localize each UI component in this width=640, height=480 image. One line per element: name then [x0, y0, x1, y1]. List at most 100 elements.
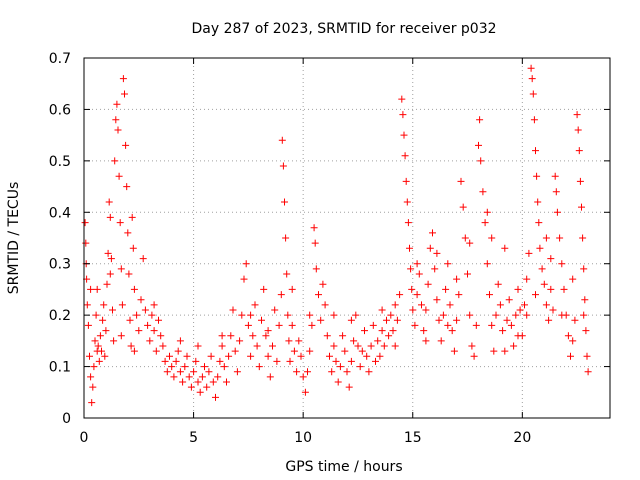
data-point — [119, 75, 127, 83]
data-point — [88, 399, 96, 407]
data-point — [538, 265, 546, 273]
data-point — [476, 116, 484, 124]
data-point — [472, 321, 480, 329]
data-point — [284, 311, 292, 319]
data-point — [93, 285, 101, 293]
data-point — [505, 296, 513, 304]
data-point — [223, 378, 230, 386]
data-point — [285, 337, 293, 345]
data-point — [516, 306, 524, 314]
data-point — [399, 111, 407, 119]
data-point — [488, 234, 496, 242]
data-point — [260, 285, 268, 293]
data-point — [150, 301, 158, 309]
data-point — [240, 275, 248, 283]
data-point — [573, 111, 581, 119]
data-point — [264, 327, 272, 335]
x-tick-label: 0 — [80, 430, 89, 446]
data-point — [203, 383, 211, 391]
data-point — [238, 311, 246, 319]
data-point — [130, 347, 138, 355]
data-point — [170, 373, 178, 381]
data-point — [192, 357, 200, 365]
data-point — [194, 378, 202, 386]
data-point — [207, 352, 215, 360]
data-point — [534, 198, 542, 206]
data-point — [282, 234, 290, 242]
data-point — [105, 198, 113, 206]
data-point — [118, 301, 126, 309]
data-point — [244, 321, 252, 329]
data-point — [411, 321, 419, 329]
data-point — [494, 280, 502, 288]
data-point — [319, 280, 327, 288]
data-point — [293, 368, 301, 376]
data-point — [187, 383, 195, 391]
data-point — [481, 219, 489, 227]
plot-frame — [83, 57, 611, 419]
data-point — [444, 321, 452, 329]
data-point — [393, 316, 401, 324]
data-point — [163, 368, 171, 376]
data-point — [483, 208, 491, 216]
data-point — [558, 260, 566, 268]
data-point — [352, 311, 360, 319]
data-point — [89, 383, 97, 391]
data-point — [533, 172, 541, 180]
data-point — [579, 234, 587, 242]
data-point — [205, 368, 213, 376]
data-point — [413, 291, 421, 299]
data-point — [295, 337, 303, 345]
data-point — [361, 327, 368, 335]
data-point — [402, 177, 410, 185]
data-point — [569, 337, 577, 345]
grid-layer — [84, 58, 610, 418]
x-tick-label: 10 — [294, 430, 312, 446]
data-point — [278, 136, 286, 144]
data-point — [363, 352, 371, 360]
data-point — [431, 265, 439, 273]
ticks-layer: 0 0.1 0.2 0.3 0.4 0.5 0.6 0.7 0 5 10 15 20 — [49, 51, 610, 446]
data-point — [486, 291, 493, 299]
data-point — [150, 327, 158, 335]
data-point — [103, 280, 111, 288]
data-point — [389, 327, 397, 335]
data-point — [157, 332, 165, 340]
data-point — [343, 368, 351, 376]
data-point — [532, 147, 539, 155]
data-point — [125, 270, 133, 278]
data-point — [113, 100, 121, 108]
data-point — [286, 357, 294, 365]
data-point — [459, 203, 467, 211]
data-point — [122, 141, 130, 149]
data-point — [220, 363, 228, 371]
data-point — [521, 301, 528, 309]
data-point — [281, 198, 288, 206]
data-point — [575, 147, 583, 155]
data-point — [556, 234, 564, 242]
data-point — [114, 126, 122, 134]
data-point — [356, 363, 364, 371]
data-point — [501, 244, 509, 252]
data-point — [266, 373, 274, 381]
data-point — [190, 368, 198, 376]
data-point — [328, 368, 336, 376]
data-point — [496, 301, 504, 309]
data-point — [477, 157, 485, 165]
data-point — [273, 357, 281, 365]
data-point — [483, 260, 491, 268]
data-point — [448, 327, 456, 335]
data-point — [93, 347, 101, 355]
data-point — [229, 306, 237, 314]
data-point — [127, 342, 135, 350]
data-point — [503, 316, 511, 324]
data-point — [183, 352, 191, 360]
data-point — [426, 244, 434, 252]
data-point — [413, 260, 421, 268]
data-point — [104, 249, 112, 257]
data-point — [354, 342, 362, 350]
data-point — [129, 244, 137, 252]
x-tick-label: 15 — [404, 430, 422, 446]
points-layer — [81, 64, 592, 407]
data-point — [332, 357, 340, 365]
